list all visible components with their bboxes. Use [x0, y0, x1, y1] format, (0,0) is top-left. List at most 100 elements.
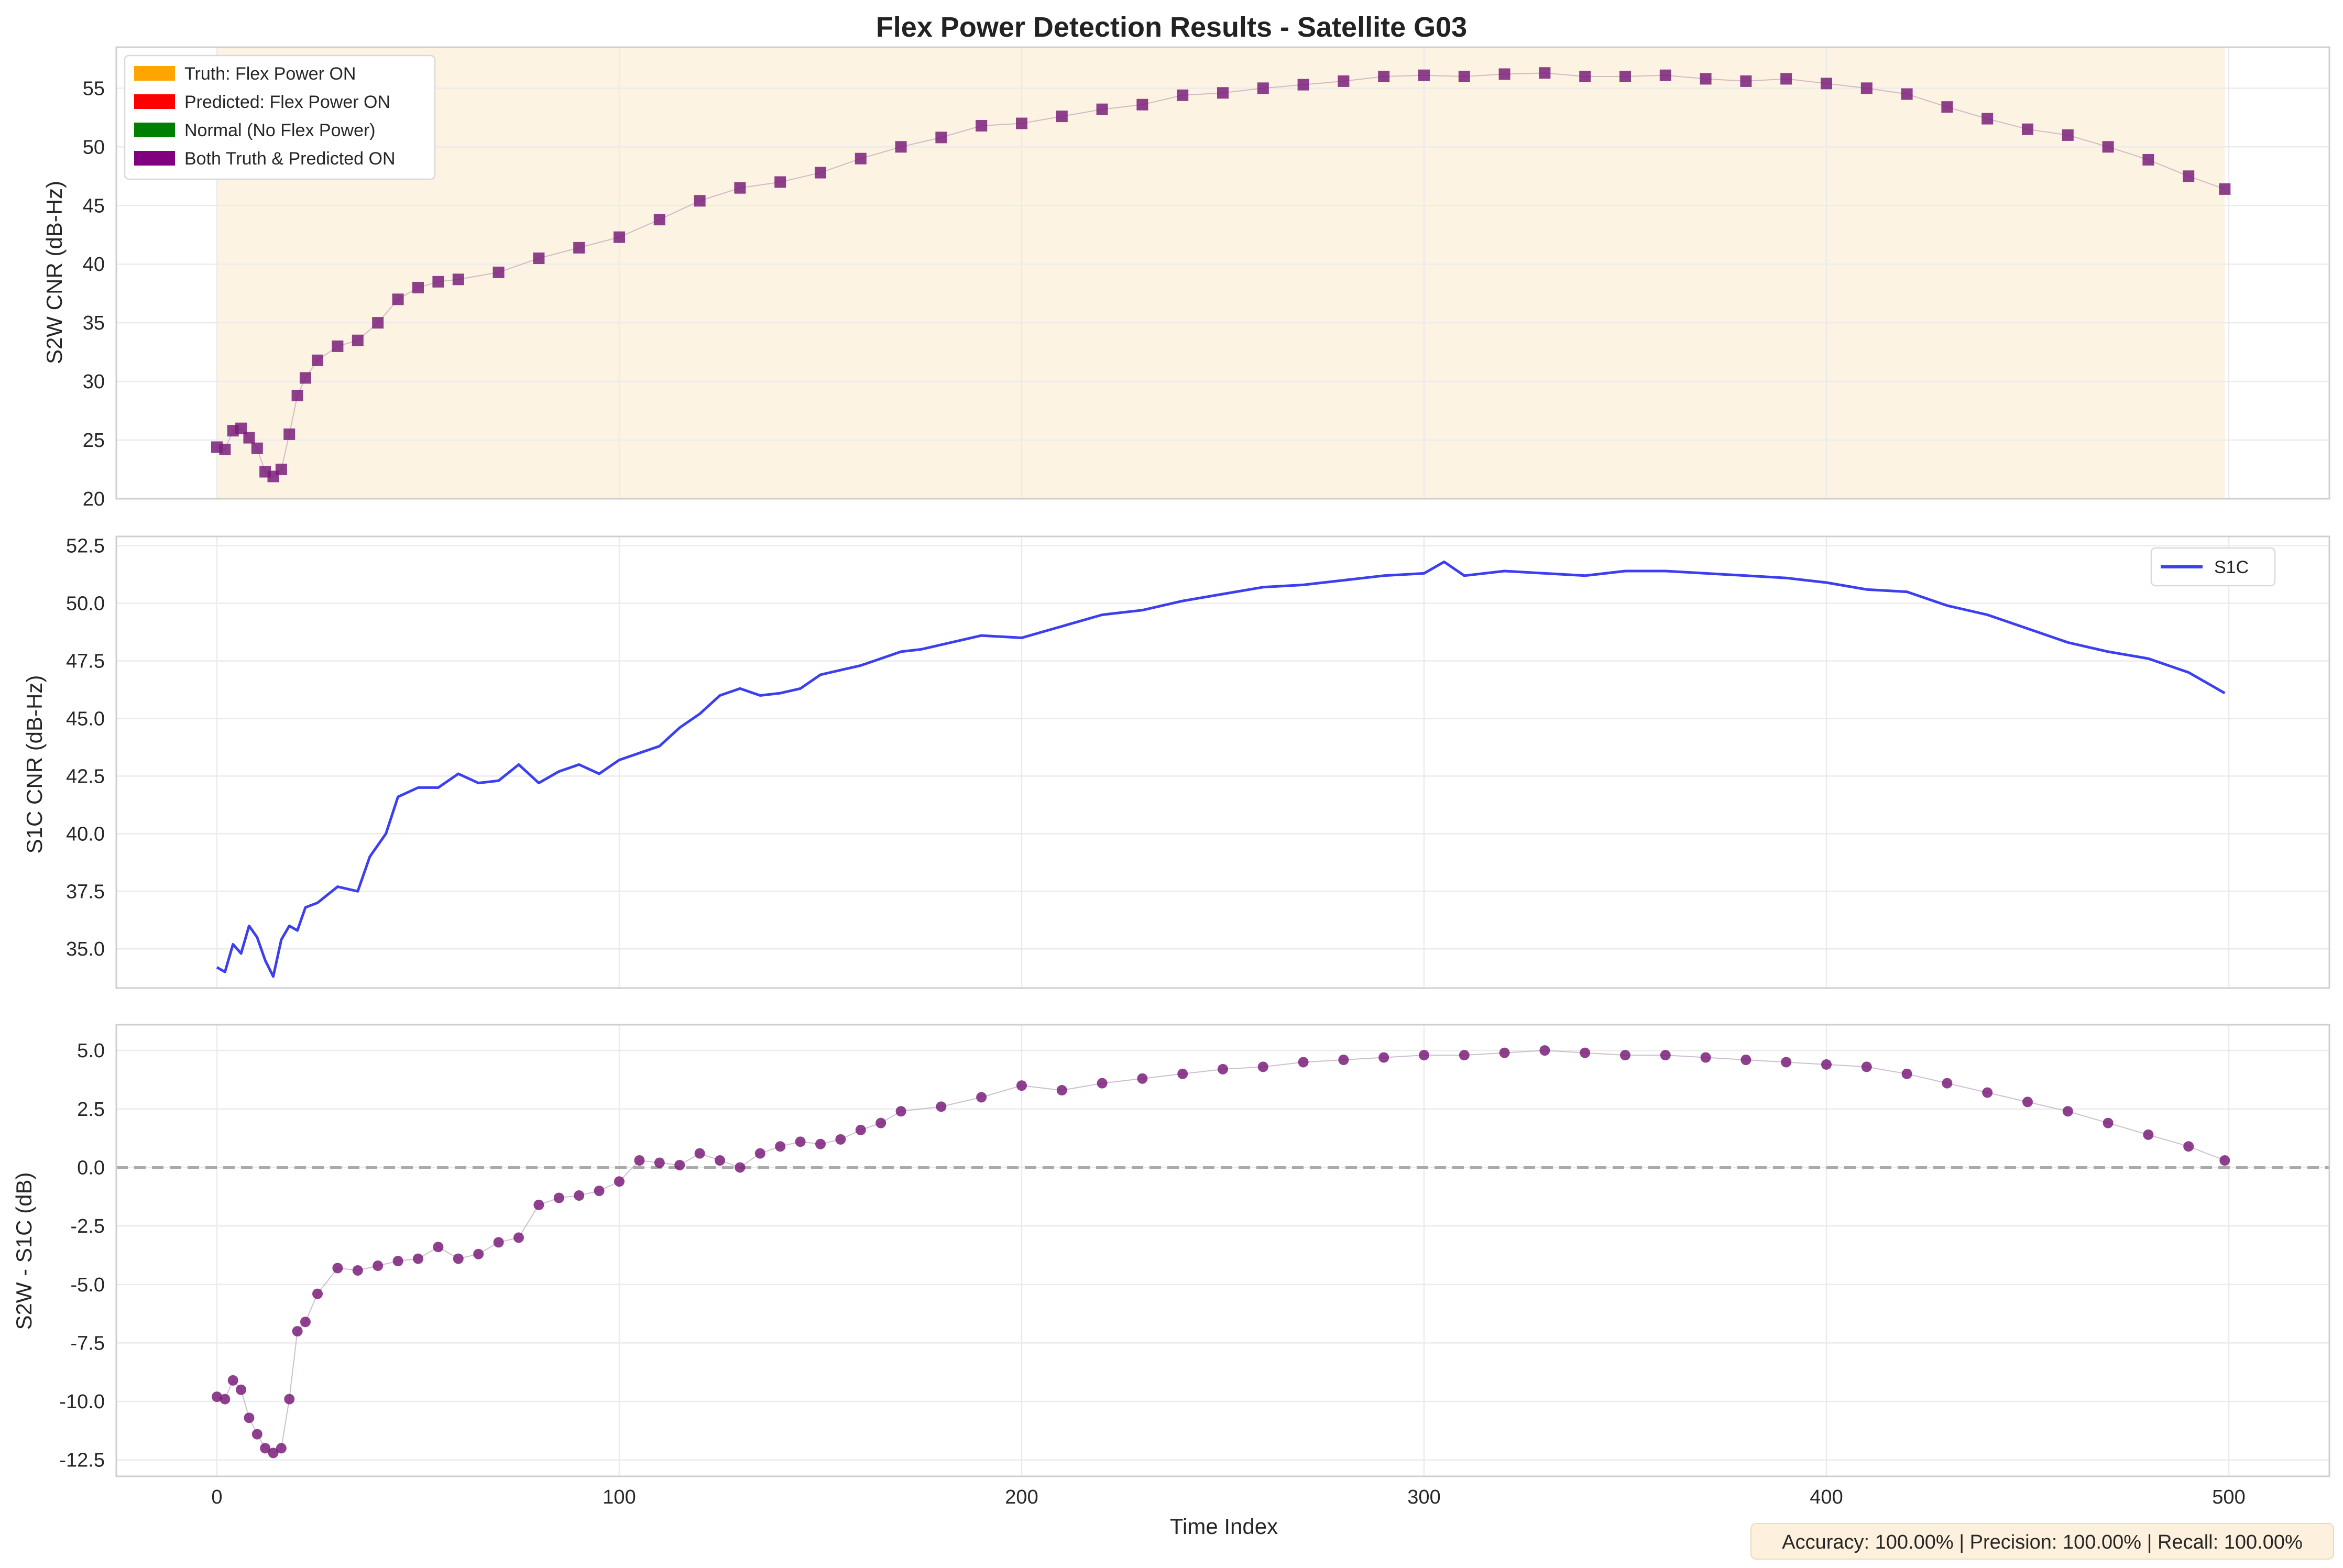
data-point-square [1056, 111, 1068, 123]
y-tick-label: 55 [83, 78, 105, 100]
data-point-square [976, 120, 988, 132]
data-point-circle [1056, 1085, 1067, 1096]
data-point-square [1821, 78, 1832, 90]
data-point-circle [1378, 1052, 1389, 1063]
panel-s1c-ylabel: S1C CNR (dB-Hz) [22, 675, 47, 854]
data-point-square [1418, 69, 1430, 81]
data-point-circle [735, 1162, 746, 1173]
data-point-circle [1580, 1047, 1591, 1058]
data-point-square [653, 214, 665, 226]
data-point-circle [1177, 1068, 1188, 1079]
y-tick-label: 45.0 [66, 708, 105, 730]
legend-label-s1c: S1C [2214, 557, 2249, 577]
panel-difference: -12.5 -10.0 -7.5 -5.0 -2.5 0.0 2.5 5.0 0 100 200 30… [12, 1024, 2330, 1539]
data-point-circle [276, 1443, 287, 1454]
data-point-square [1458, 70, 1470, 82]
y-tick-label: -2.5 [71, 1215, 105, 1237]
data-point-square [573, 242, 585, 254]
data-point-circle [694, 1148, 705, 1159]
data-point-square [432, 276, 444, 288]
data-point-square [1860, 82, 1873, 94]
data-point-circle [392, 1256, 403, 1267]
panel-diff-ylabel: S2W - S1C (dB) [12, 1172, 36, 1330]
data-point-square [614, 231, 625, 243]
plot-frame [115, 46, 2330, 500]
data-point-square [2022, 123, 2033, 135]
data-point-circle [594, 1186, 605, 1197]
data-point-square [1941, 101, 1953, 113]
data-point-square [774, 176, 786, 188]
data-point-circle [1097, 1078, 1108, 1089]
y-tick-label: 35 [83, 312, 105, 334]
data-point-square [1217, 87, 1229, 99]
data-point-square [694, 195, 706, 207]
data-point-square [1659, 69, 1671, 81]
data-point-square [275, 464, 287, 476]
panel-s1c-cnr: 35.0 37.5 40.0 42.5 45.0 47.5 50.0 52.5 S1C CNR… [22, 535, 2330, 989]
data-point-circle [654, 1157, 665, 1168]
data-point-circle [300, 1317, 311, 1328]
data-point-square [1901, 88, 1913, 100]
data-point-circle [976, 1092, 987, 1103]
data-point-circle [268, 1448, 279, 1459]
data-point-square [332, 340, 344, 352]
data-point-circle [227, 1375, 238, 1386]
y-tick-label: 52.5 [66, 535, 105, 557]
data-point-circle [1257, 1061, 1268, 1072]
data-point-circle [433, 1242, 444, 1253]
y-tick-label: 40 [83, 254, 105, 276]
y-tick-label: 5.0 [77, 1040, 105, 1062]
legend-swatch-both [134, 151, 175, 166]
data-point-square [1700, 73, 1712, 85]
y-tick-label: 50 [83, 136, 105, 158]
data-point-circle [875, 1117, 886, 1128]
y-tick-label: 35.0 [66, 938, 105, 960]
legend-swatch-truth [134, 66, 175, 81]
x-tick-label: 500 [2212, 1486, 2245, 1508]
data-point-circle [1942, 1078, 1953, 1089]
data-point-square [815, 167, 826, 179]
data-point-circle [2183, 1141, 2194, 1152]
y-tick-label: 0.0 [77, 1157, 105, 1179]
data-point-square [1981, 113, 1994, 125]
data-point-circle [574, 1190, 585, 1201]
data-point-circle [1620, 1050, 1630, 1061]
data-point-circle [284, 1394, 295, 1405]
metrics-box [1750, 1523, 2334, 1560]
y-tick-label: 47.5 [66, 650, 105, 672]
data-point-circle [2103, 1117, 2114, 1128]
panel-2-plot-area: -12.5 -10.0 -7.5 -5.0 -2.5 0.0 2.5 5.0 0 100 200 30… [59, 1024, 2330, 1508]
legend-label-both: Both Truth & Predicted ON [184, 149, 396, 169]
data-point-circle [1459, 1050, 1470, 1061]
data-point-circle [352, 1265, 363, 1276]
series-guide-line [216, 72, 2225, 477]
data-point-circle [1137, 1073, 1148, 1084]
data-point-square [2142, 153, 2154, 166]
data-point-square [1579, 70, 1591, 82]
plot-frame [115, 535, 2330, 989]
data-point-circle [835, 1134, 846, 1145]
y-tick-label: 30 [83, 371, 105, 393]
data-point-square [1257, 82, 1269, 94]
data-point-square [1016, 117, 1027, 129]
x-tick-label: 100 [603, 1486, 636, 1508]
series-line-s1c [216, 560, 2226, 978]
data-point-circle [1901, 1068, 1912, 1079]
data-point-circle [553, 1192, 564, 1203]
data-point-square [1338, 75, 1350, 87]
data-point-circle [220, 1394, 231, 1405]
data-point-circle [513, 1232, 524, 1243]
data-point-circle [236, 1384, 247, 1395]
metrics-text: Accuracy: 100.00% | Precision: 100.00% |… [1782, 1531, 2303, 1553]
data-point-circle [614, 1176, 625, 1187]
data-point-circle [2219, 1155, 2230, 1166]
y-tick-label: -12.5 [59, 1450, 105, 1472]
truth-shaded-region [217, 47, 2225, 499]
data-point-square [243, 432, 255, 444]
data-point-circle [775, 1141, 786, 1152]
y-tick-label: 50.0 [66, 593, 105, 615]
data-point-circle [1861, 1061, 1872, 1072]
data-point-circle [2022, 1096, 2033, 1108]
data-point-circle [1539, 1045, 1550, 1056]
